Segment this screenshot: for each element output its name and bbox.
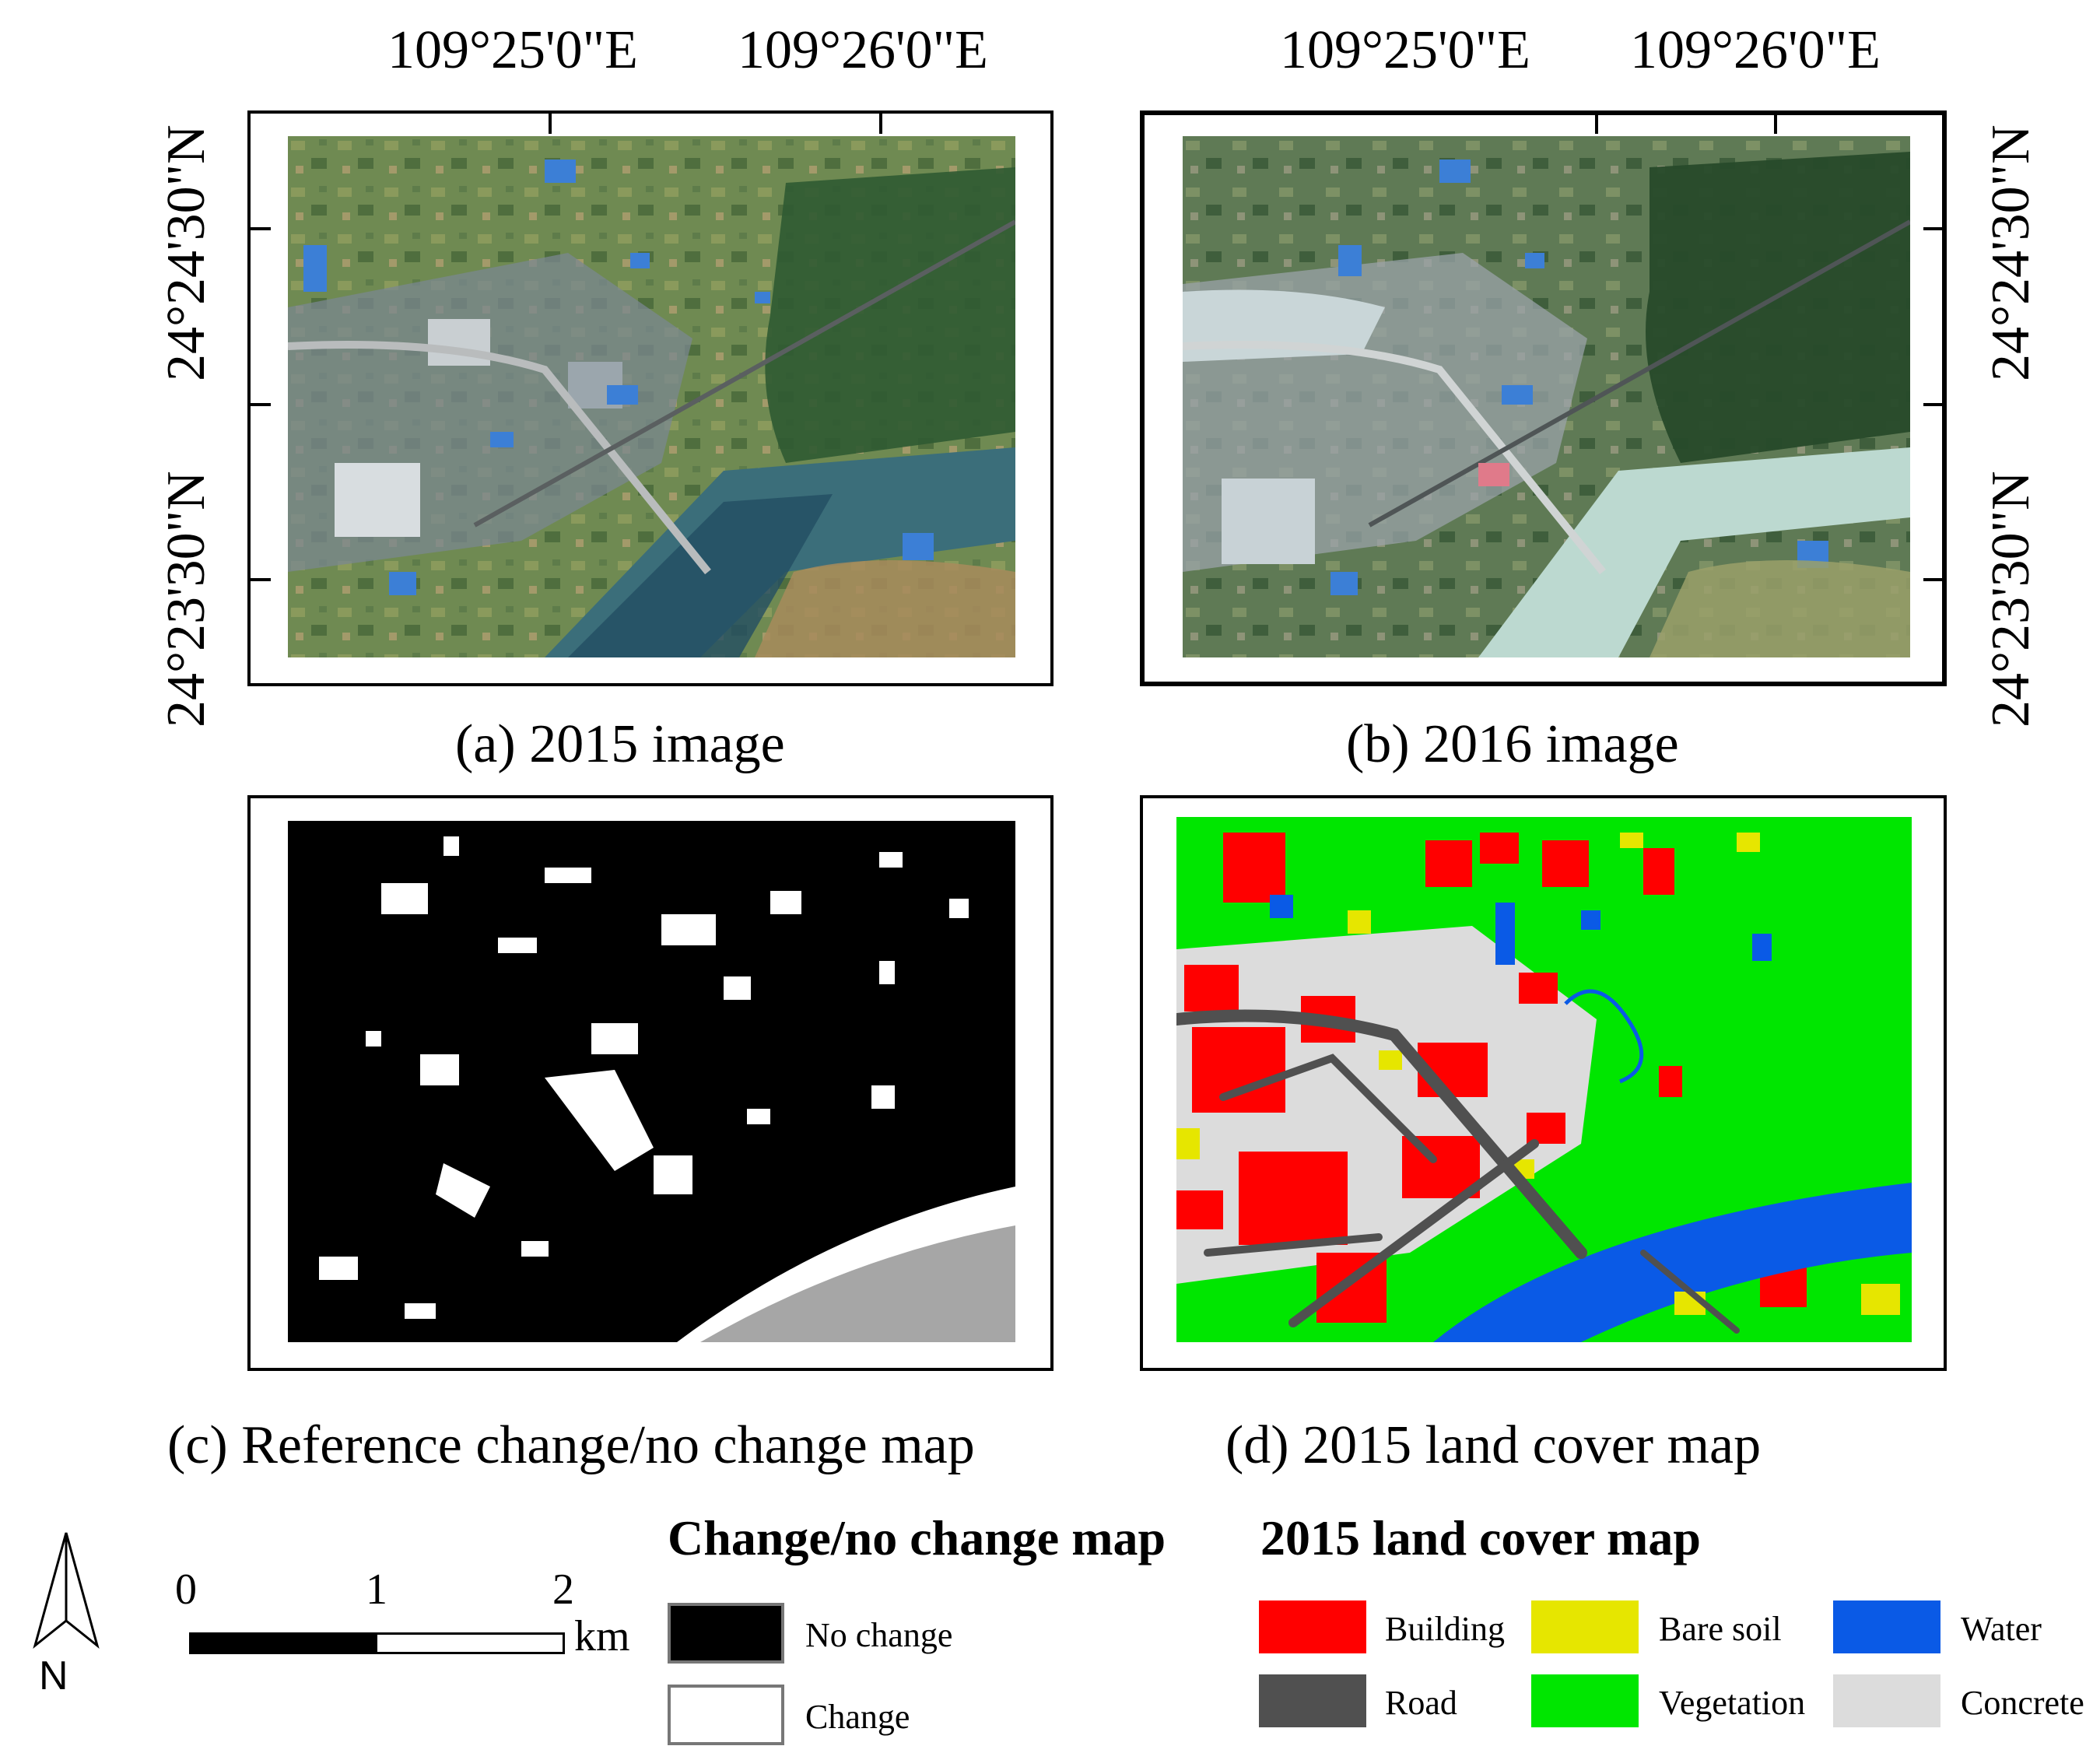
map-a-lat-label-1: 24°24'30"N xyxy=(156,124,216,381)
map-c-caption: (c) Reference change/no change map xyxy=(167,1415,975,1475)
scale-unit: km xyxy=(574,1612,630,1660)
scale-bar xyxy=(189,1632,565,1654)
scale-tick-2: 2 xyxy=(552,1565,574,1614)
north-arrow-icon xyxy=(33,1532,100,1650)
legend-label-road: Road xyxy=(1385,1684,1457,1722)
scale-tick-1: 1 xyxy=(366,1565,387,1614)
map-b-caption: (b) 2016 image xyxy=(1346,714,1679,774)
legend-label-no-change: No change xyxy=(805,1616,953,1654)
map-a-lon-label-2: 109°26'0"E xyxy=(738,20,988,80)
map-b-lon-label-1: 109°25'0"E xyxy=(1280,20,1530,80)
legend-label-change: Change xyxy=(805,1698,910,1736)
legend-label-concrete: Concrete xyxy=(1961,1684,2084,1722)
map-d-caption: (d) 2015 land cover map xyxy=(1225,1415,1762,1475)
map-b-lon-label-2: 109°26'0"E xyxy=(1630,20,1881,80)
legend-change-title: Change/no change map xyxy=(668,1510,1166,1565)
legend-landcover-title: 2015 land cover map xyxy=(1260,1510,1701,1565)
scale-tick-0: 0 xyxy=(175,1565,197,1614)
legend-swatch-bare-soil xyxy=(1531,1600,1639,1653)
map-b-lat-label-2: 24°23'30"N xyxy=(1981,471,2041,727)
map-b-lat-label-1: 24°24'30"N xyxy=(1981,124,2041,381)
legend-swatch-building xyxy=(1259,1600,1366,1653)
map-a-caption: (a) 2015 image xyxy=(455,714,785,774)
legend-label-bare-soil: Bare soil xyxy=(1659,1610,1782,1648)
map-a-lon-label-1: 109°25'0"E xyxy=(387,20,638,80)
map-d-land-cover-map xyxy=(1176,817,1912,1342)
legend-label-water: Water xyxy=(1961,1610,2042,1648)
north-arrow-label: N xyxy=(39,1653,68,1699)
legend-swatch-concrete xyxy=(1833,1674,1940,1727)
map-a-satellite-image xyxy=(288,136,1015,657)
map-a-lat-label-2: 24°23'30"N xyxy=(156,471,216,727)
legend-swatch-road xyxy=(1259,1674,1366,1727)
legend-swatch-vegetation xyxy=(1531,1674,1639,1727)
map-b-satellite-image xyxy=(1183,136,1910,657)
legend-swatch-change xyxy=(668,1685,784,1745)
legend-label-vegetation: Vegetation xyxy=(1659,1684,1806,1722)
legend-swatch-no-change xyxy=(668,1603,784,1664)
map-c-change-map xyxy=(288,821,1015,1342)
legend-swatch-water xyxy=(1833,1600,1940,1653)
legend-label-building: Building xyxy=(1385,1610,1506,1648)
